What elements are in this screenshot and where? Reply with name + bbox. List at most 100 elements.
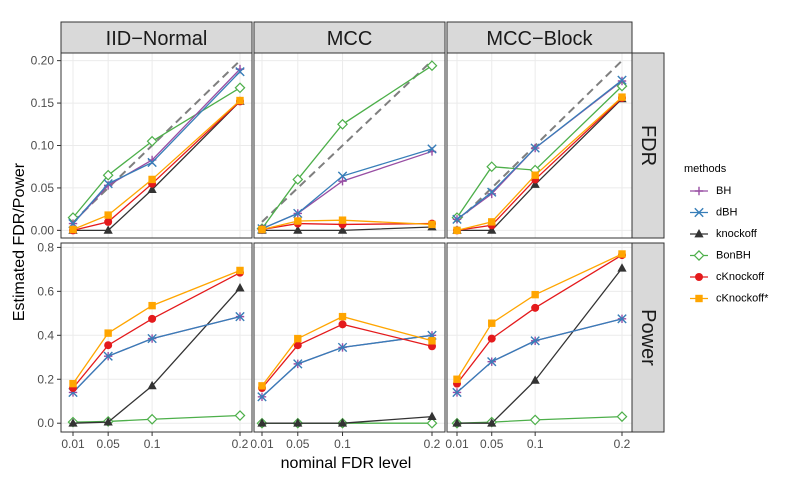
series-line	[262, 226, 433, 232]
strip-iid-normal: IID−Normal	[60, 21, 253, 54]
strip-label: MCC	[327, 28, 373, 50]
panel-mcc-block-power	[446, 242, 633, 433]
series-line	[72, 269, 241, 385]
data-point	[616, 411, 628, 423]
series-line	[456, 253, 623, 380]
legend-item-knockoff: knockoff	[690, 228, 758, 240]
legend-title: methods	[684, 163, 727, 175]
strip-background	[631, 242, 665, 433]
legend-item-dbh: dBH	[690, 207, 737, 219]
data-point	[487, 225, 497, 234]
series-line	[72, 71, 241, 224]
data-point	[236, 96, 244, 105]
legend-key-marker	[693, 250, 705, 261]
data-point	[146, 413, 158, 425]
series-line	[261, 222, 433, 231]
panel-border	[446, 52, 633, 239]
series-cknockoff	[258, 312, 436, 390]
data-point	[487, 187, 497, 197]
y-tick-label: 0.2	[37, 372, 54, 386]
data-point	[103, 417, 113, 426]
series-knockoff	[68, 283, 245, 427]
panel-iid-normal-power	[60, 242, 253, 433]
x-tick-label: 0.2	[614, 437, 631, 451]
series-cknockoff	[453, 93, 626, 235]
data-point	[486, 161, 498, 173]
x-axis-mcc: 0.01 0.05 0.1 0.2	[250, 432, 441, 451]
data-point	[618, 250, 626, 258]
strip-label: MCC−Block	[486, 28, 593, 50]
x-tick-label: 0.1	[144, 437, 161, 451]
data-point	[103, 178, 113, 189]
data-point	[452, 214, 462, 225]
legend-key-marker	[694, 207, 704, 218]
data-point	[104, 341, 113, 350]
y-tick-label: 0.0	[37, 416, 54, 430]
data-point	[103, 351, 113, 361]
data-point	[487, 334, 496, 343]
data-point	[148, 301, 156, 310]
data-point	[530, 143, 540, 153]
x-tick-label: 0.05	[96, 437, 120, 451]
data-point	[428, 220, 436, 229]
x-tick-label: 0.01	[250, 437, 274, 451]
x-tick-label: 0.05	[480, 437, 504, 451]
strip-mcc-block: MCC−Block	[446, 21, 633, 54]
panel-border	[446, 242, 633, 433]
series-line	[261, 219, 433, 231]
legend-label: BH	[716, 185, 731, 197]
strip-background	[60, 21, 253, 54]
series-cknockoff	[69, 266, 244, 388]
series-line	[261, 65, 433, 230]
data-point	[293, 208, 303, 219]
legend-label: dBH	[716, 207, 737, 219]
series-line	[72, 272, 241, 389]
data-point	[68, 418, 78, 427]
legend-label: cKnockoff*	[716, 293, 769, 305]
data-point	[452, 418, 462, 427]
legend: methods BH dBH knockoff BonBH cKnockoff cKnock…	[684, 163, 769, 305]
y-axis-power: 0.0 0.2 0.4 0.6 0.8	[37, 240, 61, 430]
series-dbh	[257, 330, 437, 402]
data-point	[530, 375, 540, 384]
y-tick-label: 0.20	[31, 54, 55, 68]
legend-key-marker	[695, 294, 703, 303]
x-tick-label: 0.01	[445, 437, 469, 451]
data-point	[293, 225, 303, 234]
series-line	[456, 96, 623, 231]
data-point	[531, 171, 539, 179]
data-point	[104, 217, 113, 226]
series-knockoff	[257, 411, 437, 427]
data-point	[292, 173, 304, 185]
data-point	[618, 93, 626, 101]
data-point	[487, 418, 497, 427]
series-line	[262, 415, 433, 424]
panel-background	[447, 243, 632, 432]
series-line	[261, 323, 433, 389]
legend-label: cKnockoff	[716, 271, 765, 283]
data-point	[617, 75, 627, 85]
x-tick-label: 0.1	[527, 437, 544, 451]
panel-border	[253, 52, 446, 239]
legend-key-marker	[694, 229, 704, 238]
series-cknockoff	[453, 250, 626, 383]
data-point	[258, 382, 266, 390]
y-tick-label: 0.10	[31, 139, 55, 153]
panel-mcc-fdr	[253, 52, 446, 239]
data-point	[337, 225, 348, 234]
legend-item-bh: BH	[690, 185, 731, 197]
data-point	[427, 144, 437, 154]
data-point	[426, 60, 438, 72]
strip-label: FDR	[637, 125, 659, 166]
reference-line	[261, 59, 433, 223]
data-point	[427, 411, 437, 421]
data-point	[294, 217, 302, 225]
y-tick-label: 0.00	[31, 223, 55, 237]
series-cknockoff	[258, 216, 436, 234]
series-line	[261, 315, 433, 387]
panel-mcc-power	[253, 242, 446, 433]
data-point	[102, 169, 114, 181]
series-line	[72, 315, 241, 393]
series-line	[457, 267, 623, 424]
y-tick-label: 0.05	[31, 181, 55, 195]
